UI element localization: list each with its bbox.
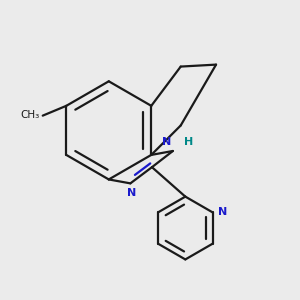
- Text: N: N: [162, 137, 171, 147]
- Text: H: H: [184, 137, 193, 147]
- Text: N: N: [127, 188, 136, 198]
- Text: N: N: [218, 207, 227, 217]
- Text: CH₃: CH₃: [20, 110, 40, 120]
